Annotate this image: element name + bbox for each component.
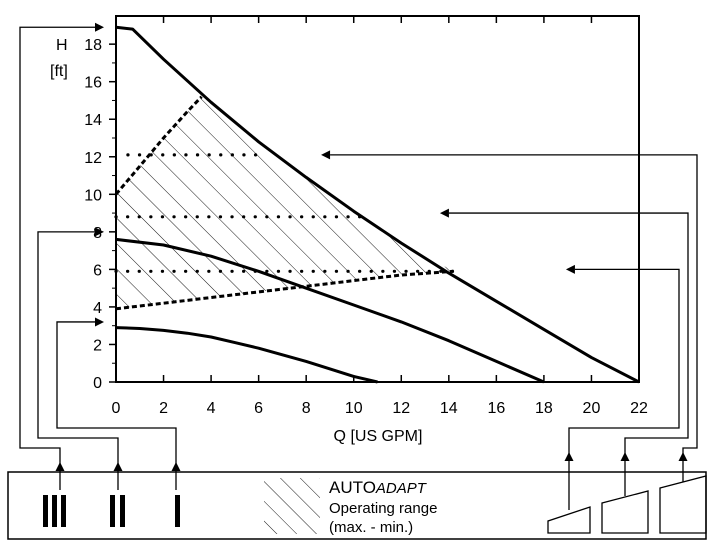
- plot-frame: [115, 15, 640, 383]
- legend-operating-range: Operating range: [329, 500, 437, 517]
- speed-ii-symbol: [110, 495, 125, 527]
- y-tick-label: 0: [93, 375, 102, 392]
- y-tick-label: 6: [93, 262, 102, 279]
- x-tick-label: 18: [535, 400, 553, 417]
- arrow-head: [113, 462, 123, 471]
- arrow-head: [321, 150, 331, 160]
- y-tick-label: 2: [93, 337, 102, 354]
- arrow-head: [95, 227, 104, 237]
- x-tick-label: 10: [345, 400, 363, 417]
- x-tick-label: 16: [487, 400, 505, 417]
- arrow-head: [564, 452, 574, 461]
- speed-iii-symbol: [43, 495, 66, 527]
- x-tick-label: 2: [159, 400, 168, 417]
- x-tick-label: 0: [112, 400, 121, 417]
- series-i: [115, 326, 378, 384]
- y-tick-label: 12: [84, 150, 102, 167]
- legend-range-note: (max. - min.): [329, 519, 413, 536]
- y-tick-label: 16: [84, 75, 102, 92]
- series-ii: [115, 237, 545, 384]
- y-tick-label: 14: [84, 112, 102, 129]
- x-axis-ticks: 0 2 4 6 8 10 12 14 16 18 20 22: [112, 16, 648, 417]
- y-tick-label: 4: [93, 300, 102, 317]
- y-axis-title-line2: [ft]: [50, 63, 68, 80]
- proportional-pressure-mid-icon: [601, 490, 649, 534]
- arrow-line: [568, 268, 680, 510]
- x-tick-label: 22: [630, 400, 648, 417]
- arrow-head: [678, 452, 688, 461]
- x-tick-label: 4: [207, 400, 216, 417]
- arrow-head: [55, 462, 65, 471]
- x-tick-label: 6: [254, 400, 263, 417]
- series-upper-proportional-pressure: [114, 95, 203, 196]
- curves: [114, 25, 640, 384]
- arrow-head: [439, 208, 449, 218]
- y-tick-label: 18: [84, 37, 102, 54]
- x-tick-label: 20: [583, 400, 601, 417]
- connector-arrows: [19, 22, 698, 510]
- arrow-head: [171, 462, 181, 471]
- proportional-pressure-high-icon: [659, 475, 707, 534]
- arrow-line: [56, 321, 177, 490]
- arrow-line: [19, 26, 98, 490]
- arrow-head: [95, 22, 104, 32]
- autoadapt-operating-range: [116, 96, 454, 309]
- y-tick-label: 10: [84, 187, 102, 204]
- x-tick-label: 14: [440, 400, 458, 417]
- y-axis-title-line1: H: [56, 37, 68, 54]
- x-tick-label: 8: [302, 400, 311, 417]
- arrow-line: [37, 231, 119, 490]
- series-iii: [115, 25, 640, 384]
- proportional-pressure-low-icon: [547, 506, 591, 534]
- arrow-head: [95, 317, 104, 327]
- operating-range-hatch: [116, 96, 454, 309]
- x-tick-label: 12: [392, 400, 410, 417]
- speed-i-symbol: [175, 495, 180, 527]
- arrow-head: [565, 264, 575, 274]
- arrow-head: [620, 452, 630, 461]
- operating-range-swatch: [264, 478, 320, 534]
- legend-autoadapt: AUTOADAPT: [329, 478, 428, 497]
- x-axis-title: Q [US GPM]: [334, 428, 423, 445]
